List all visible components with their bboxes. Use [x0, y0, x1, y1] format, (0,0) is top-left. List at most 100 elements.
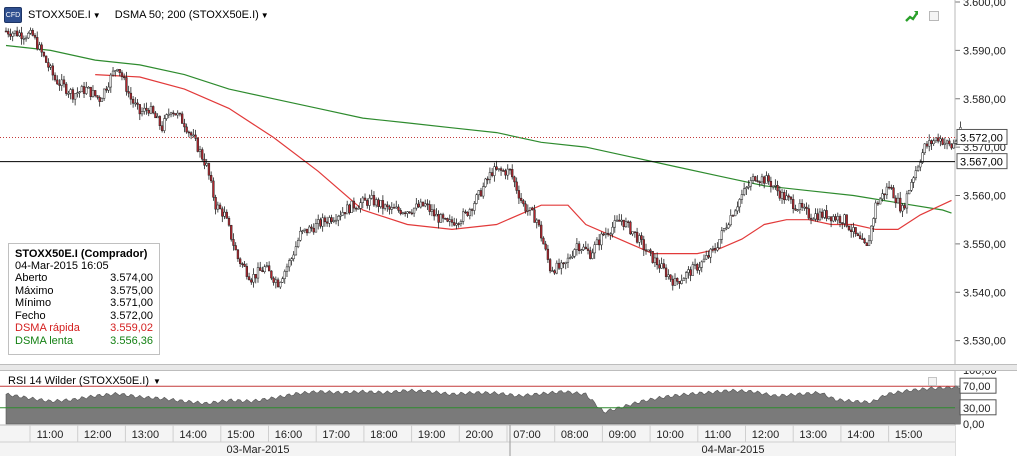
- rsi-maximize-icon[interactable]: [928, 377, 937, 386]
- candle: [647, 249, 650, 252]
- candle: [560, 259, 563, 275]
- symbol-selector[interactable]: STOXX50E.I ▼: [28, 9, 101, 21]
- rsi-toolbar: [928, 377, 937, 386]
- candle-body: [441, 214, 445, 219]
- candle: [230, 224, 233, 242]
- candle-body: [154, 112, 157, 119]
- candle: [488, 167, 492, 184]
- candle-body: [522, 200, 525, 205]
- time-tick-label: 12:00: [752, 429, 780, 441]
- candle-body: [91, 90, 95, 98]
- candle: [899, 191, 902, 214]
- candle-body: [517, 190, 521, 199]
- candle: [640, 232, 643, 245]
- candle-body: [94, 90, 97, 96]
- candle-body: [120, 72, 124, 78]
- candle: [722, 228, 726, 233]
- candle-body: [71, 89, 75, 100]
- candle-body: [319, 219, 322, 227]
- candle: [239, 257, 242, 267]
- candle: [383, 203, 387, 211]
- candle-body: [606, 232, 610, 235]
- candle-body: [604, 232, 608, 235]
- candle-body: [821, 211, 824, 218]
- candle-body: [301, 230, 304, 232]
- candle: [359, 198, 362, 213]
- rsi-title: RSI 14 Wilder (STOXX50E.I): [8, 375, 150, 387]
- indicator-selector[interactable]: DSMA 50; 200 (STOXX50E.I) ▼: [115, 9, 269, 21]
- candle: [577, 241, 581, 255]
- candle: [91, 85, 95, 98]
- candle-body: [196, 138, 199, 152]
- candle: [656, 252, 659, 270]
- candle: [167, 108, 170, 119]
- candle-body: [934, 137, 938, 142]
- candle: [408, 211, 411, 214]
- candle-body: [305, 228, 309, 234]
- candle: [312, 223, 315, 235]
- candle: [742, 182, 746, 197]
- info-row-low: Mínimo 3.571,00: [15, 297, 153, 310]
- candle: [792, 194, 795, 214]
- candle: [267, 261, 271, 272]
- rsi-y-tick-label: 0,00: [963, 419, 984, 431]
- candle: [27, 31, 30, 40]
- candle-body: [780, 192, 784, 199]
- candle-body: [24, 37, 28, 40]
- chevron-down-icon[interactable]: ▼: [92, 11, 101, 20]
- candle: [586, 243, 590, 255]
- candle: [176, 110, 179, 119]
- pane-divider[interactable]: [0, 364, 1017, 371]
- candle: [285, 263, 289, 278]
- candle: [236, 248, 240, 262]
- candle-body: [640, 235, 643, 240]
- candle-body: [189, 132, 193, 136]
- candle: [292, 251, 295, 262]
- candle-body: [283, 271, 286, 279]
- candle: [664, 264, 668, 281]
- candle: [127, 85, 130, 98]
- candle-body: [544, 243, 547, 250]
- candle-body: [279, 282, 282, 288]
- candle-body: [647, 249, 650, 252]
- candle: [544, 240, 547, 251]
- candle-body: [69, 89, 72, 94]
- candle: [504, 168, 507, 180]
- candle: [36, 31, 39, 51]
- moving-average-lines: [5, 44, 952, 255]
- price-tag-label: 3.572,00: [960, 132, 1003, 144]
- data-window: STOXX50E.I (Comprador) 04-Mar-2015 16:05…: [8, 243, 160, 355]
- candle: [210, 171, 213, 184]
- maximize-icon[interactable]: [929, 11, 939, 21]
- candle-body: [861, 238, 864, 240]
- candle: [149, 102, 153, 115]
- candle-body: [368, 197, 371, 206]
- trend-arrow-icon[interactable]: [905, 9, 919, 23]
- candle-body: [834, 216, 837, 221]
- candle-body: [519, 197, 523, 201]
- candle-body: [479, 190, 483, 197]
- chevron-down-icon[interactable]: ▼: [260, 11, 269, 20]
- time-tick-label: 13:00: [799, 429, 827, 441]
- candle: [702, 254, 706, 263]
- chevron-down-icon[interactable]: ▼: [153, 376, 161, 386]
- candle: [758, 180, 761, 187]
- candle: [729, 209, 732, 227]
- date-label: 04-Mar-2015: [702, 444, 765, 456]
- candle-body: [858, 235, 862, 239]
- candle: [214, 194, 217, 215]
- candle-body: [363, 197, 367, 201]
- rsi-header[interactable]: RSI 14 Wilder (STOXX50E.I) ▼: [8, 375, 161, 387]
- candle-body: [87, 86, 90, 89]
- data-window-title: STOXX50E.I (Comprador): [15, 248, 148, 260]
- candle-body: [852, 227, 855, 232]
- candle-body: [894, 197, 897, 204]
- candle-body: [916, 166, 920, 171]
- candlestick-series[interactable]: [4, 26, 962, 291]
- candle-body: [263, 266, 266, 272]
- y-tick-label: 3.530,00: [963, 336, 1006, 348]
- data-window-datetime: 04-Mar-2015 16:05: [15, 260, 109, 272]
- candle: [444, 217, 447, 220]
- time-tick-label: 11:00: [37, 429, 64, 441]
